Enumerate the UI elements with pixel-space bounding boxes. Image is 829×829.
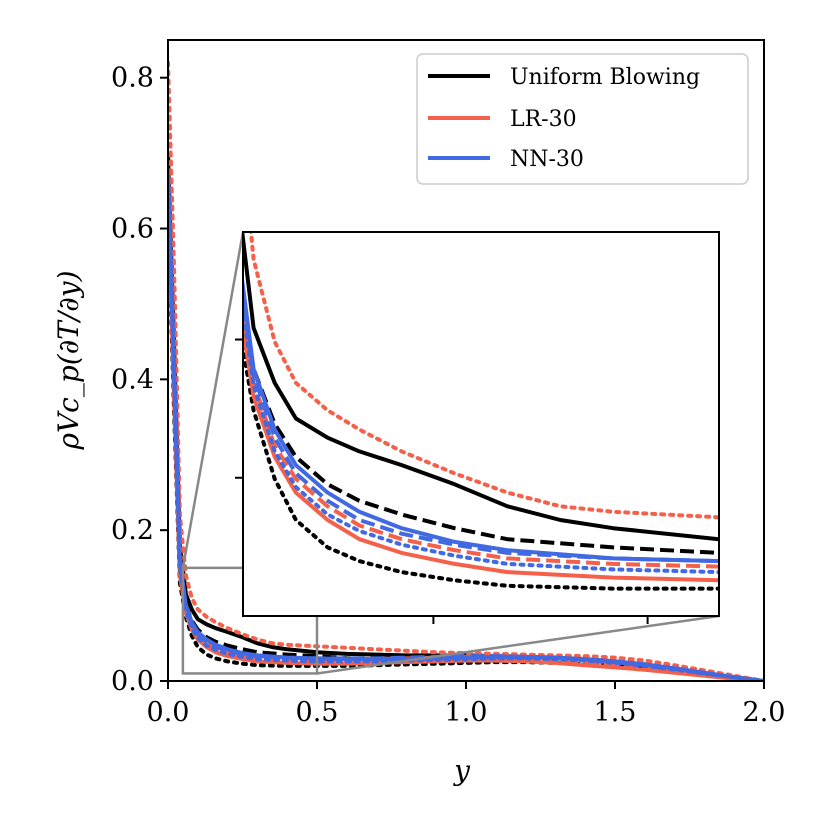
x-tick-label: 1.5: [594, 697, 637, 728]
x-tick-label: 2.0: [743, 697, 786, 728]
inset-frame: [242, 231, 720, 617]
zoom-connector-line: [181, 231, 245, 569]
inset-background: [243, 232, 719, 616]
x-tick-label: 0.5: [296, 697, 339, 728]
main-axes: 0.0 0.5 1.0 1.5 2.0 0.0 0.2 0.4 0.6 0.8: [111, 63, 785, 728]
y-tick-label: 0.0: [111, 666, 154, 697]
y-tick-label: 0.8: [111, 63, 154, 94]
y-tick-label: 0.2: [111, 515, 154, 546]
legend-label-uniform-blowing: Uniform Blowing: [510, 65, 700, 90]
series-line-nn-30-dotted: [168, 181, 764, 681]
main-series-group: [168, 60, 764, 681]
series-line-lr-30-dotted: [168, 60, 764, 681]
inset-series-line-lr-30-dotted: [248, 232, 719, 520]
inset-series-line-uniform-blowing-dotted: [243, 336, 719, 591]
x-axis-label: y: [452, 754, 471, 787]
x-tick-label: 0.0: [147, 697, 190, 728]
y-axis-label: ρVc_p(∂T/∂y): [52, 270, 85, 450]
inset-series-line-uniform-blowing-solid: [243, 232, 719, 542]
inset-ticks: [235, 338, 649, 624]
inset-series-line-lr-30-solid: [243, 314, 719, 583]
y-tick-label: 0.4: [111, 364, 154, 395]
legend-label-lr-30: LR-30: [510, 107, 577, 132]
legend-box: [416, 53, 749, 185]
series-line-nn-30-dashed: [168, 175, 764, 681]
zoom-connector-line: [316, 614, 720, 675]
legend: Uniform Blowing LR-30 NN-30: [416, 53, 749, 185]
y-tick-label: 0.6: [111, 214, 154, 245]
inset-series-line-nn-30-solid: [243, 271, 719, 564]
legend-label-nn-30: NN-30: [510, 147, 584, 172]
inset-series-line-lr-30-dashed: [243, 301, 719, 569]
x-tick-label: 1.0: [445, 697, 488, 728]
inset-series-group: [243, 232, 719, 591]
